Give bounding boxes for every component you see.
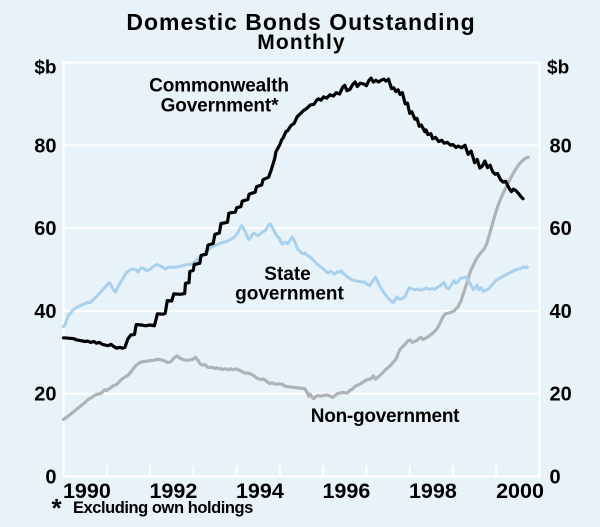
svg-text:$b: $b: [34, 58, 56, 79]
svg-text:1994: 1994: [236, 479, 284, 503]
svg-text:Government*: Government*: [161, 95, 279, 116]
svg-text:0: 0: [550, 467, 561, 489]
svg-text:60: 60: [550, 218, 572, 240]
svg-text:1998: 1998: [409, 479, 457, 503]
svg-text:20: 20: [34, 384, 56, 406]
svg-text:Monthly: Monthly: [257, 31, 346, 54]
svg-text:60: 60: [34, 218, 56, 240]
svg-text:1992: 1992: [149, 479, 197, 503]
svg-text:Domestic Bonds Outstanding: Domestic Bonds Outstanding: [126, 9, 475, 35]
svg-text:1990: 1990: [63, 479, 111, 503]
svg-text:$b: $b: [547, 58, 569, 79]
svg-text:2000: 2000: [496, 479, 544, 503]
svg-text:0: 0: [45, 467, 56, 489]
svg-text:20: 20: [550, 384, 572, 406]
svg-text:40: 40: [550, 301, 572, 323]
svg-text:State: State: [264, 264, 310, 285]
svg-text:40: 40: [34, 301, 56, 323]
svg-text:government: government: [235, 284, 344, 305]
svg-text:80: 80: [34, 135, 56, 157]
svg-text:Excluding own holdings: Excluding own holdings: [73, 499, 253, 517]
svg-text:80: 80: [550, 135, 572, 157]
svg-text:1996: 1996: [322, 479, 370, 503]
svg-text:Commonwealth: Commonwealth: [149, 75, 289, 96]
svg-text:Non-government: Non-government: [311, 406, 460, 427]
svg-text:*: *: [52, 493, 63, 522]
